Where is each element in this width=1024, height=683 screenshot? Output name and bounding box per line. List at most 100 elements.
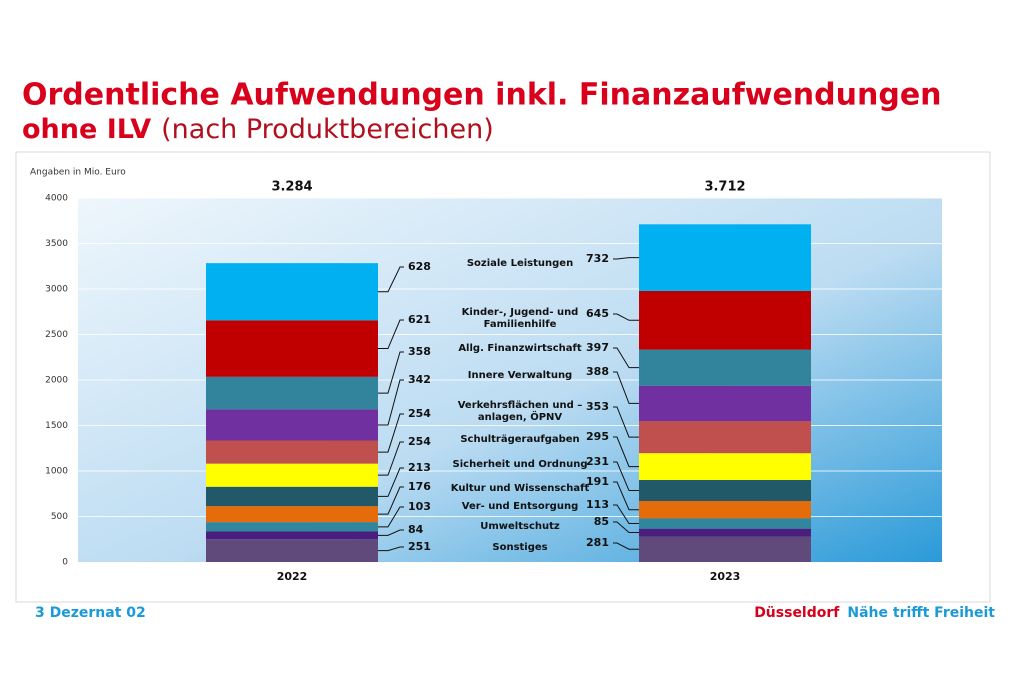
leader-line bbox=[378, 546, 404, 552]
y-axis-label: Angaben in Mio. Euro bbox=[30, 168, 126, 178]
bar-segment bbox=[206, 539, 378, 562]
series-label: Verkehrsflächen und –anlagen, ÖPNV bbox=[457, 400, 583, 423]
bar-segment bbox=[206, 522, 378, 532]
leader-line bbox=[378, 506, 404, 528]
leader-line bbox=[378, 486, 404, 515]
value-label: 353 bbox=[586, 400, 609, 413]
value-label: 231 bbox=[586, 455, 609, 468]
leader-line bbox=[613, 347, 639, 369]
value-label: 176 bbox=[408, 480, 431, 493]
y-tick-label: 3000 bbox=[45, 285, 68, 295]
leader-line bbox=[613, 504, 639, 525]
leader-line bbox=[613, 371, 639, 404]
bar-segment bbox=[639, 290, 811, 350]
y-tick-label: 3500 bbox=[45, 239, 68, 249]
bar-segment bbox=[639, 518, 811, 529]
value-label: 191 bbox=[586, 475, 609, 488]
bar-segment bbox=[206, 506, 378, 523]
value-label: 251 bbox=[408, 540, 431, 553]
leader-line bbox=[378, 467, 404, 497]
bar-segment bbox=[206, 531, 378, 540]
bar-segment bbox=[639, 528, 811, 537]
bar-segment bbox=[206, 409, 378, 441]
value-label: 113 bbox=[586, 498, 609, 511]
total-label: 3.712 bbox=[704, 180, 745, 195]
leader-line bbox=[378, 351, 404, 394]
x-tick-label: 2023 bbox=[710, 570, 741, 583]
value-label: 621 bbox=[408, 313, 431, 326]
bar-segment bbox=[639, 421, 811, 454]
bar-segment bbox=[206, 320, 378, 377]
leader-line bbox=[378, 319, 404, 350]
bar-segment bbox=[639, 385, 811, 422]
leader-line bbox=[378, 413, 404, 453]
value-label: 85 bbox=[594, 515, 609, 528]
series-label: Sicherheit und Ordnung bbox=[452, 459, 588, 470]
series-label: Sonstiges bbox=[492, 542, 548, 553]
footer-right: Düsseldorf Nähe trifft Freiheit bbox=[754, 605, 995, 621]
leader-line bbox=[378, 379, 404, 426]
leader-line bbox=[613, 542, 639, 550]
title: Ordentliche Aufwendungen inkl. Finanzauf… bbox=[22, 78, 942, 113]
series-label: Kinder-, Jugend- und Familienhilfe bbox=[461, 307, 579, 330]
value-label: 254 bbox=[408, 435, 431, 448]
y-tick-label: 0 bbox=[62, 558, 68, 568]
bar-segment bbox=[639, 536, 811, 562]
leader-line bbox=[613, 257, 639, 260]
value-label: 103 bbox=[408, 500, 431, 513]
series-label: Schulträgeraufgaben bbox=[460, 434, 580, 445]
leader-line bbox=[613, 406, 639, 438]
series-label: Allg. Finanzwirtschaft bbox=[458, 343, 582, 354]
value-label: 645 bbox=[586, 307, 609, 320]
value-label: 295 bbox=[586, 430, 609, 443]
leader-line bbox=[378, 529, 404, 536]
bar-segment bbox=[206, 263, 378, 321]
bar-segment bbox=[206, 486, 378, 507]
series-label: Umweltschutz bbox=[480, 521, 560, 532]
y-tick-label: 2000 bbox=[45, 376, 68, 386]
footer-left: 3 Dezernat 02 bbox=[35, 605, 146, 621]
y-tick-label: 2500 bbox=[45, 330, 68, 340]
value-label: 388 bbox=[586, 365, 609, 378]
leader-line bbox=[613, 481, 639, 511]
value-label: 397 bbox=[586, 341, 609, 354]
series-label: Innere Verwaltung bbox=[467, 370, 573, 381]
value-label: 254 bbox=[408, 407, 431, 420]
bar-segment bbox=[206, 463, 378, 487]
bar-segment bbox=[639, 453, 811, 481]
y-tick-label: 1000 bbox=[45, 467, 68, 477]
series-label: Soziale Leistungen bbox=[466, 258, 574, 269]
value-label: 628 bbox=[408, 260, 431, 273]
bar-segment bbox=[639, 224, 811, 291]
value-label: 84 bbox=[408, 523, 424, 536]
series-label: Kultur und Wissenschaft bbox=[450, 483, 590, 494]
bar-segment bbox=[639, 501, 811, 519]
leader-line bbox=[613, 461, 639, 492]
y-tick-label: 500 bbox=[51, 512, 68, 522]
leader-line bbox=[613, 521, 639, 534]
leader-line bbox=[378, 266, 404, 293]
leader-line bbox=[613, 436, 639, 468]
value-label: 732 bbox=[586, 252, 609, 265]
leader-line bbox=[378, 441, 404, 476]
value-label: 342 bbox=[408, 373, 431, 386]
value-label: 281 bbox=[586, 536, 609, 549]
y-tick-label: 4000 bbox=[45, 194, 68, 204]
y-tick-label: 1500 bbox=[45, 421, 68, 431]
title-line2: ohne ILV (nach Produktbereichen) bbox=[22, 114, 494, 145]
series-label: Ver- und Entsorgung bbox=[461, 501, 579, 512]
bar-segment bbox=[206, 376, 378, 410]
bar-segment bbox=[639, 480, 811, 502]
title-line2-text: ohne ILV bbox=[22, 114, 151, 145]
bar-segment bbox=[206, 440, 378, 464]
bar-segment bbox=[639, 349, 811, 386]
value-label: 358 bbox=[408, 345, 431, 358]
leader-line bbox=[613, 313, 639, 321]
x-tick-label: 2022 bbox=[277, 570, 308, 583]
footer-brand: Düsseldorf bbox=[754, 605, 840, 621]
total-label: 3.284 bbox=[271, 180, 312, 195]
footer-slogan: Nähe trifft Freiheit bbox=[847, 605, 995, 621]
value-label: 213 bbox=[408, 461, 431, 474]
